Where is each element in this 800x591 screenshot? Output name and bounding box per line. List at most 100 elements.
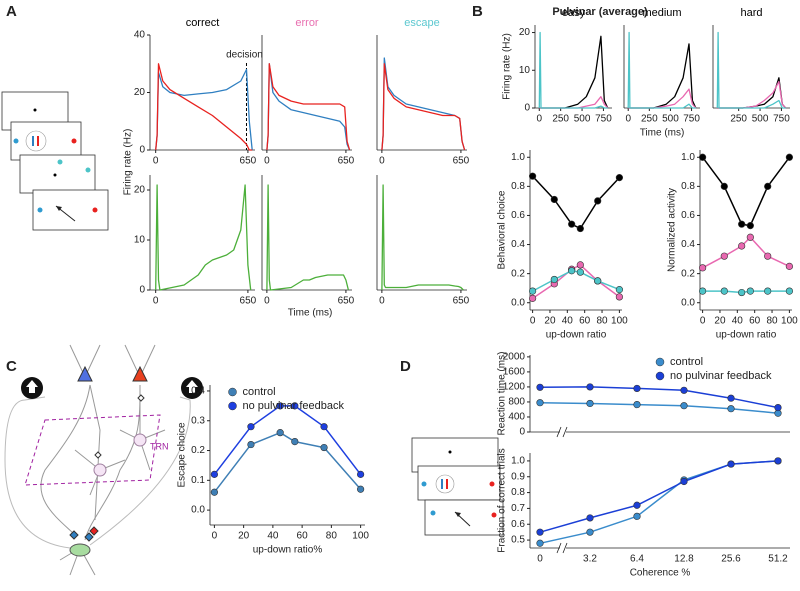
series-line [155,63,253,151]
y-tick-label: 40 [134,30,146,41]
data-point [210,470,218,478]
y-tick-label: 0 [519,427,525,438]
y-tick-label: 0.1 [191,475,205,486]
x-tick-label: 650 [240,296,257,307]
y-tick-label: 0.2 [511,268,525,279]
panel-label: B [472,3,483,20]
chart-title: correct [186,17,220,29]
x-tick-label: 51.2 [768,554,788,565]
data-point [586,399,594,408]
y-tick-label: 10 [134,235,146,246]
data-point [529,287,537,295]
y-tick-label: 0.4 [191,386,205,397]
data-point [699,287,707,295]
data-point [529,172,537,180]
x-tick-label: 6.4 [630,554,644,565]
x-tick-label: 100 [352,531,369,542]
series-line [539,401,779,414]
y-tick-label: 800 [508,397,525,408]
y-tick-label: 0.8 [511,487,525,498]
x-tick-label: 20 [544,316,556,327]
data-point [615,293,623,301]
x-tick-label: 40 [732,316,744,327]
y-tick-label: 0.4 [511,239,525,250]
axis-break [560,427,566,437]
y-axis-label: Normalized activity [667,188,678,272]
x-tick-label: 60 [579,316,591,327]
x-tick-label: 60 [749,316,761,327]
data-point [536,539,544,547]
x-tick-label: 750 [683,114,700,125]
x-tick-label: 650 [338,296,355,307]
y-tick-label: 20 [134,185,146,196]
series-line [213,431,362,493]
x-tick-label: 0 [530,316,536,327]
x-tick-label: 40 [267,531,279,542]
x-tick-label: 500 [752,114,769,125]
x-axis-label: up-down ratio [546,330,607,341]
y-tick-label: 0.0 [681,297,695,308]
x-tick-label: 0 [625,114,631,125]
x-tick-label: 500 [662,114,679,125]
y-tick-label: 20 [134,87,146,98]
series-line [155,184,252,291]
data-point [536,399,544,407]
x-tick-label: 25.6 [721,554,741,565]
series-line [716,31,786,109]
series-line [717,80,787,109]
data-point [727,460,735,468]
data-point [727,405,735,413]
data-point [720,182,728,190]
x-tick-label: 250 [552,114,569,125]
x-tick-label: 0 [264,296,270,307]
x-tick-label: 60 [297,531,309,542]
series-line [266,63,351,151]
y-tick-label: 0.9 [511,471,525,482]
data-point [568,267,576,275]
y-tick-label: 0.2 [681,268,695,279]
data-point [247,440,255,449]
data-point [633,512,641,520]
data-point [536,528,544,536]
y-tick-label: 0.0 [511,297,525,308]
x-tick-label: 750 [773,114,790,125]
x-tick-label: 0 [379,156,385,167]
legend-label: no pulvinar feedback [670,370,772,382]
data-point [576,268,584,276]
x-tick-label: 100 [781,316,798,327]
y-tick-label: 0.5 [511,535,525,546]
series-line [702,236,790,269]
data-point [764,182,772,190]
panel-label: C [6,358,17,375]
y-tick-label: 0.2 [191,445,205,456]
y-tick-label: 0.6 [681,210,695,221]
series-line [717,77,787,109]
x-tick-label: 3.2 [583,554,597,565]
y-axis-label: Escape choice [177,422,188,487]
y-tick-label: 0.4 [681,239,695,250]
data-point [699,153,707,161]
chart-title: hard [740,7,762,19]
data-point [727,394,735,402]
data-point [550,195,558,204]
task-schematic [1,91,109,231]
data-point [615,174,623,182]
series-line [532,175,620,230]
data-point [550,275,558,284]
legend-marker [655,357,665,367]
y-tick-label: 20 [519,27,531,38]
data-point [785,287,793,295]
series-line [539,386,779,409]
x-axis-label: Time (ms) [288,308,333,319]
data-point [594,277,602,285]
data-point [764,252,772,260]
x-tick-label: 80 [326,531,338,542]
data-point [291,437,299,446]
y-tick-label: 1.0 [511,152,525,163]
x-tick-label: 12.8 [674,554,694,565]
y-axis-label: Firing rate (Hz) [123,129,134,196]
panel-label: D [400,358,411,375]
legend-marker [655,371,665,381]
data-point [320,443,328,452]
x-tick-label: 0 [212,531,218,542]
